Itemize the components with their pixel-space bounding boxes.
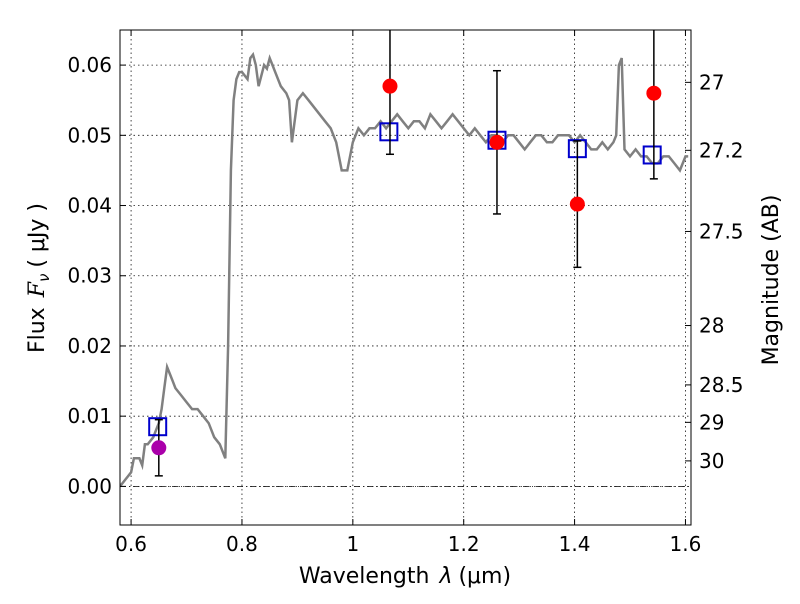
magnitude-tick-label: 29 [699, 410, 724, 434]
x-tick-label: 1.2 [448, 532, 480, 556]
observed-flux-point [646, 85, 662, 101]
y-axis-ticks: 0.00 0.01 0.02 0.03 0.04 0.05 0.06 [67, 53, 126, 498]
y-tick-label: 0.05 [67, 123, 112, 147]
observed-flux-point [151, 440, 167, 456]
y-axis-label-subscript: ν [35, 274, 53, 282]
y-axis-label-symbol: F [25, 281, 50, 298]
y-tick-label: 0.00 [67, 474, 112, 498]
y-axis-label-text: Flux [25, 307, 50, 353]
x-axis-label-symbol: λ [438, 564, 452, 589]
x-tick-label: 0.6 [115, 532, 147, 556]
x-axis-ticks: 0.6 0.8 1 1.2 1.4 1.6 [115, 30, 701, 556]
model-spectrum-line [120, 51, 689, 488]
magnitude-tick-label: 30 [699, 449, 724, 473]
x-tick-label: 0.8 [226, 532, 258, 556]
y-tick-label: 0.02 [67, 334, 112, 358]
magnitude-axis-label: Magnitude (AB) [759, 195, 784, 366]
y-tick-label: 0.06 [67, 53, 112, 77]
magnitude-tick-label: 27.5 [699, 219, 744, 243]
x-tick-label: 1.4 [559, 532, 591, 556]
model-square-marker [642, 145, 662, 165]
magnitude-tick-label: 28 [699, 314, 724, 338]
y-tick-label: 0.03 [67, 264, 112, 288]
x-tick-label: 1.6 [670, 532, 702, 556]
x-axis-label-text: Wavelength [299, 564, 430, 589]
magnitude-axis-ticks: 27 27.2 27.5 28 28.5 29 30 [685, 70, 744, 473]
observed-flux-point [382, 78, 398, 94]
y-axis-label-unit: ( μJy ) [25, 203, 50, 268]
plot-frame [119, 29, 692, 526]
y-axis-label: Flux Fν ( μJy ) [25, 203, 53, 353]
observed-flux-point [569, 196, 585, 212]
y-tick-label: 0.01 [67, 404, 112, 428]
grid-lines [120, 30, 691, 525]
magnitude-tick-label: 27 [699, 70, 724, 94]
y-tick-label: 0.04 [67, 194, 112, 218]
x-tick-label: 1 [346, 532, 359, 556]
model-square-marker [379, 122, 399, 142]
magnitude-tick-label: 28.5 [699, 373, 744, 397]
magnitude-tick-label: 27.2 [699, 138, 744, 162]
plot-content [120, 30, 691, 488]
model-square-marker [148, 417, 168, 437]
observed-errorbars [151, 30, 662, 477]
x-axis-label: Wavelength λ (μm) [299, 564, 511, 589]
observed-flux-point [489, 134, 505, 150]
x-axis-label-unit: (μm) [458, 564, 511, 589]
